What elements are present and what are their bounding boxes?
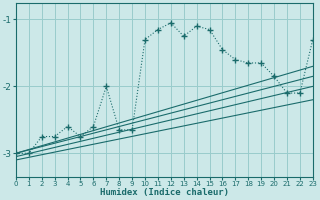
X-axis label: Humidex (Indice chaleur): Humidex (Indice chaleur) (100, 188, 229, 197)
